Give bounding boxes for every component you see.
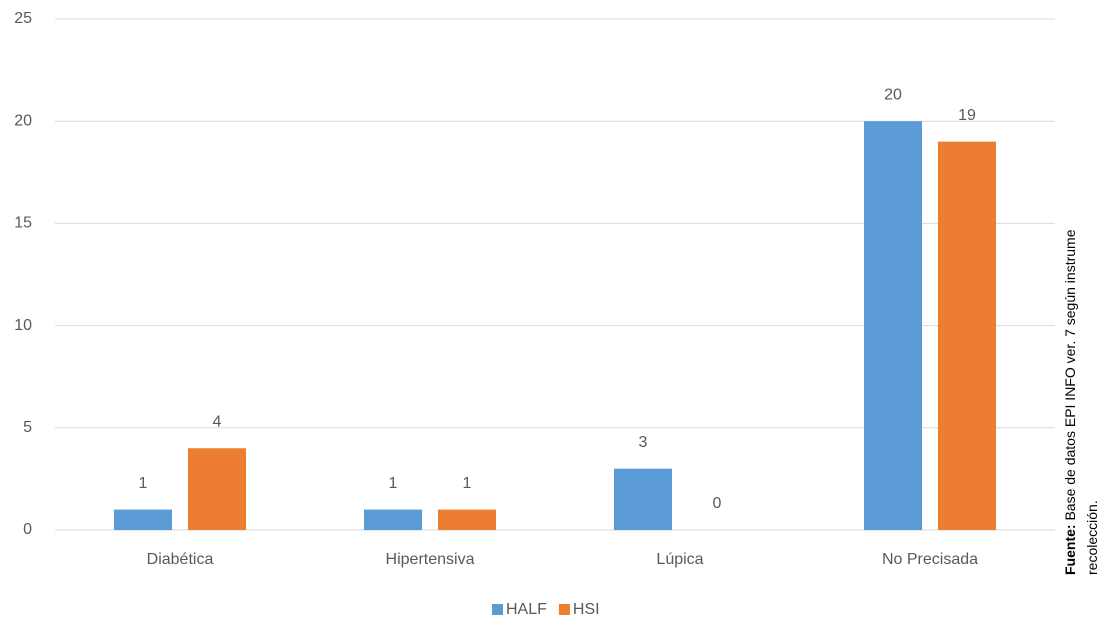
- legend: HALF HSI: [492, 601, 600, 618]
- data-label: 1: [139, 475, 148, 492]
- x-tick-label: Lúpica: [656, 551, 703, 568]
- legend-swatch: [558, 604, 570, 615]
- bar: [188, 448, 246, 530]
- data-label: 1: [389, 475, 398, 492]
- y-tick-label: 20: [14, 112, 32, 129]
- source-label: Fuente:: [1062, 524, 1078, 575]
- y-tick-label: 5: [23, 419, 32, 436]
- legend-label: HSI: [573, 601, 600, 618]
- data-label: 19: [958, 107, 976, 124]
- y-tick-label: 10: [14, 317, 32, 334]
- y-tick-label: 25: [14, 10, 32, 27]
- data-label: 0: [713, 495, 722, 512]
- y-tick-label: 0: [23, 521, 32, 538]
- source-line: Fuente: Base de datos EPI INFO ver. 7 se…: [1062, 229, 1078, 575]
- x-tick-label: Hipertensiva: [386, 551, 475, 568]
- bar: [614, 468, 672, 530]
- bar: [438, 509, 496, 530]
- source-line: recolección.: [1084, 500, 1100, 575]
- x-tick-label: Diabética: [147, 551, 214, 568]
- data-label: 3: [639, 434, 648, 451]
- data-label: 20: [884, 86, 902, 103]
- bar: [938, 141, 996, 530]
- legend-swatch: [492, 604, 503, 615]
- legend-label: HALF: [506, 601, 547, 618]
- data-label: 4: [213, 413, 222, 430]
- x-tick-label: No Precisada: [882, 551, 978, 568]
- y-tick-label: 15: [14, 215, 32, 232]
- source-note: Fuente: Base de datos EPI INFO ver. 7 se…: [1062, 229, 1100, 575]
- bar: [864, 121, 922, 530]
- data-label: 1: [463, 475, 472, 492]
- bar: [114, 509, 172, 530]
- bar: [364, 509, 422, 530]
- source-text: Base de datos EPI INFO ver. 7 según inst…: [1062, 229, 1078, 520]
